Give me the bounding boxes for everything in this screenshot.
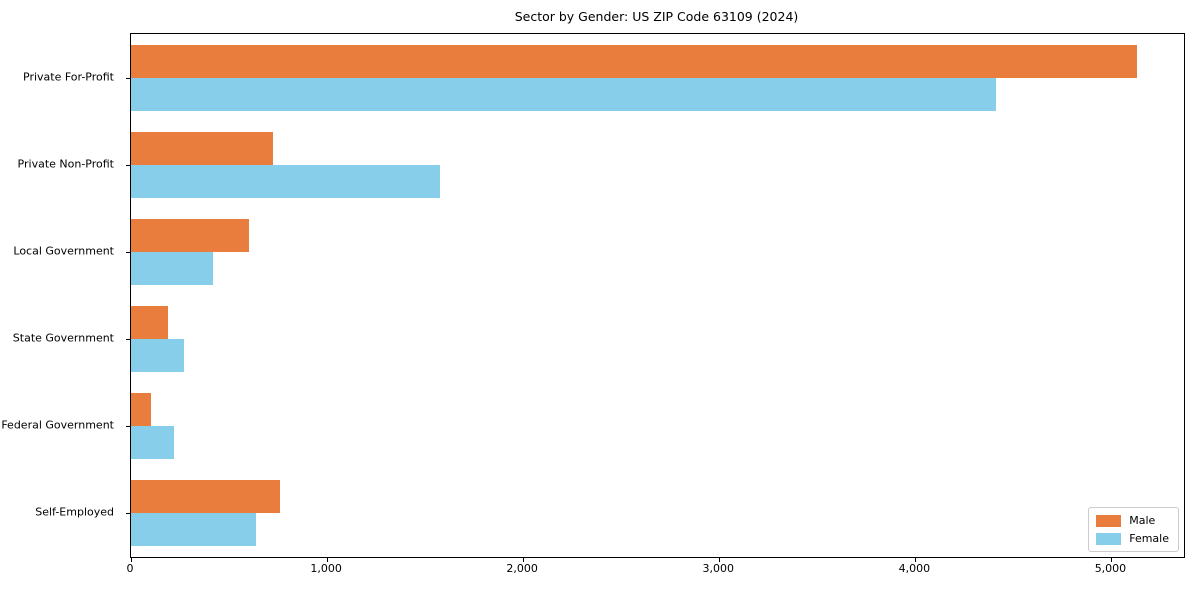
bar-male-6 — [131, 480, 281, 514]
x-axis-label: 4,000 — [898, 562, 931, 575]
bar-female-6 — [131, 513, 257, 547]
legend-label-male: Male — [1129, 514, 1156, 527]
legend-label-female: Female — [1129, 532, 1169, 545]
bar-male-4 — [131, 306, 169, 340]
bar-female-5 — [131, 426, 175, 460]
y-axis-label: Local Government — [13, 244, 114, 258]
x-axis-label: 2,000 — [506, 562, 538, 575]
x-tick-mark — [1111, 558, 1113, 562]
legend-item-male: Male — [1096, 514, 1169, 527]
bar-female-2 — [131, 164, 440, 198]
x-axis-label: 5,000 — [1094, 562, 1127, 575]
bar-female-4 — [131, 339, 184, 373]
y-axis-label: Private Non-Profit — [17, 157, 114, 171]
y-tick-mark — [126, 339, 130, 341]
x-tick-mark — [719, 558, 721, 562]
plot-area: Male Female — [126, 33, 1185, 562]
y-tick-mark — [126, 513, 130, 515]
y-axis-labels: Private For-Profit Private Non-Profit Loca… — [0, 33, 122, 556]
y-tick-mark — [126, 251, 130, 253]
x-axis-labels: 0 1,000 2,000 3,000 4,000 5,000 — [126, 562, 1183, 582]
legend: Male Female — [1088, 507, 1179, 552]
bar-male-5 — [131, 393, 151, 427]
legend-item-female: Female — [1096, 532, 1169, 545]
chart-title: Sector by Gender: US ZIP Code 63109 (202… — [514, 9, 799, 24]
male-color-swatch — [1096, 514, 1122, 527]
y-axis-label: Federal Government — [1, 418, 114, 432]
x-axis-label: 3,000 — [702, 562, 735, 575]
x-axis-label: 1,000 — [310, 562, 342, 575]
y-axis-label: Private For-Profit — [23, 70, 114, 84]
y-tick-mark — [126, 426, 130, 428]
y-axis-label: Self-Employed — [35, 505, 114, 519]
bar-male-2 — [131, 131, 274, 165]
y-axis-label: State Government — [12, 331, 114, 345]
bar-male-3 — [131, 218, 249, 252]
x-tick-mark — [131, 558, 132, 562]
x-axis-label: 0 — [126, 562, 134, 575]
x-tick-mark — [915, 558, 917, 562]
bar-male-1 — [131, 44, 1137, 78]
y-tick-mark — [126, 77, 130, 79]
x-tick-mark — [523, 558, 525, 562]
y-tick-mark — [126, 164, 130, 166]
bar-female-1 — [131, 77, 996, 111]
bar-female-3 — [131, 251, 214, 285]
x-tick-mark — [327, 558, 329, 562]
female-color-swatch — [1096, 532, 1122, 545]
